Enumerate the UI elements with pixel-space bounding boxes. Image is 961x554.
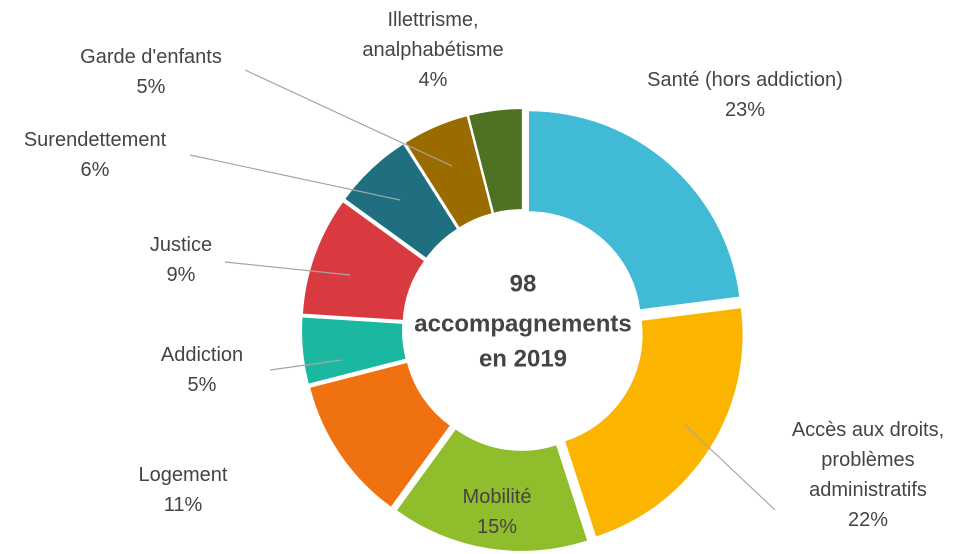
category-label: Illettrisme, analphabétisme <box>362 9 504 61</box>
donut-slice <box>565 308 743 537</box>
value-label: 4% <box>418 69 448 91</box>
donut-slice <box>302 317 406 384</box>
leader-line <box>224 261 351 276</box>
donut-slice <box>302 202 424 320</box>
donut-slice <box>469 109 522 213</box>
category-label: Justice <box>149 234 213 256</box>
value-label: 22% <box>847 509 889 531</box>
category-label: Garde d'enfants <box>80 46 222 68</box>
category-label: Santé (hors addiction) <box>647 69 843 91</box>
category-label: Mobilité <box>462 486 532 508</box>
category-label: Logement <box>138 464 228 486</box>
donut-slice <box>396 429 588 551</box>
donut-slice <box>310 362 450 507</box>
value-label: 23% <box>724 99 766 121</box>
center-text: accompagnements <box>414 310 631 337</box>
leader-line <box>189 154 401 201</box>
leader-line <box>244 69 453 167</box>
donut-slice <box>528 111 740 310</box>
value-label: 9% <box>166 264 196 286</box>
category-label: Surendettement <box>23 129 167 151</box>
leader-line <box>684 424 776 511</box>
value-label: 11% <box>163 494 203 516</box>
donut-slice <box>405 116 492 228</box>
center-text: en 2019 <box>479 345 567 372</box>
category-label: Addiction <box>160 344 244 366</box>
value-label: 6% <box>80 159 110 181</box>
value-label: 15% <box>476 516 518 538</box>
value-label: 5% <box>136 76 166 98</box>
value-label: 5% <box>187 374 217 396</box>
center-text: 98 <box>510 270 537 297</box>
category-label: Accès aux droits, problèmes administrati… <box>791 419 945 501</box>
donut-slice <box>345 144 457 258</box>
leader-line <box>269 359 343 371</box>
